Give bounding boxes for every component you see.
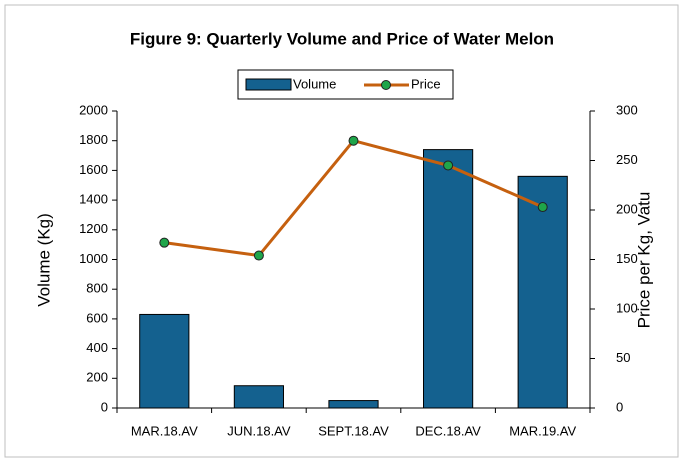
x-tick-label: DEC.18.AV	[415, 423, 481, 438]
y-tick-label: 1400	[79, 192, 108, 207]
y2-tick-label: 250	[616, 152, 638, 167]
marker	[443, 160, 454, 171]
x-tick-label: MAR.18.AV	[131, 423, 198, 438]
y-tick-label: 800	[86, 281, 108, 296]
marker	[348, 135, 359, 146]
marker	[159, 237, 170, 248]
y-tick-label: 1000	[79, 251, 108, 266]
y-tick-label: 0	[101, 399, 108, 414]
y-axis-label: Volume (Kg)	[34, 213, 53, 307]
y-tick-label: 600	[86, 310, 108, 325]
y-tick-label: 1800	[79, 132, 108, 147]
x-tick-label: JUN.18.AV	[227, 423, 291, 438]
bar	[139, 313, 190, 409]
y2-axis-label: Price per Kg, Vatu	[634, 192, 653, 329]
marker	[537, 202, 548, 213]
legend-label: Price	[411, 76, 441, 91]
bar	[517, 175, 568, 409]
y-tick-label: 200	[86, 370, 108, 385]
legend-marker	[381, 80, 391, 90]
marker	[253, 250, 264, 261]
x-tick-label: MAR.19.AV	[509, 423, 576, 438]
y2-tick-label: 150	[616, 251, 638, 266]
bar	[328, 400, 379, 409]
legend-swatch	[245, 78, 292, 91]
legend-label: Volume	[293, 76, 336, 91]
bar	[423, 149, 474, 409]
y-tick-label: 1200	[79, 221, 108, 236]
y-tick-label: 400	[86, 340, 108, 355]
y-tick-label: 2000	[79, 102, 108, 117]
chart-title: Figure 9: Quarterly Volume and Price of …	[130, 29, 554, 48]
y2-tick-label: 0	[616, 399, 623, 414]
y2-tick-label: 100	[616, 300, 638, 315]
y2-tick-label: 200	[616, 201, 638, 216]
y-tick-label: 1600	[79, 162, 108, 177]
bar	[233, 385, 284, 409]
y2-tick-label: 300	[616, 102, 638, 117]
y2-tick-label: 50	[616, 350, 630, 365]
x-tick-label: SEPT.18.AV	[318, 423, 389, 438]
